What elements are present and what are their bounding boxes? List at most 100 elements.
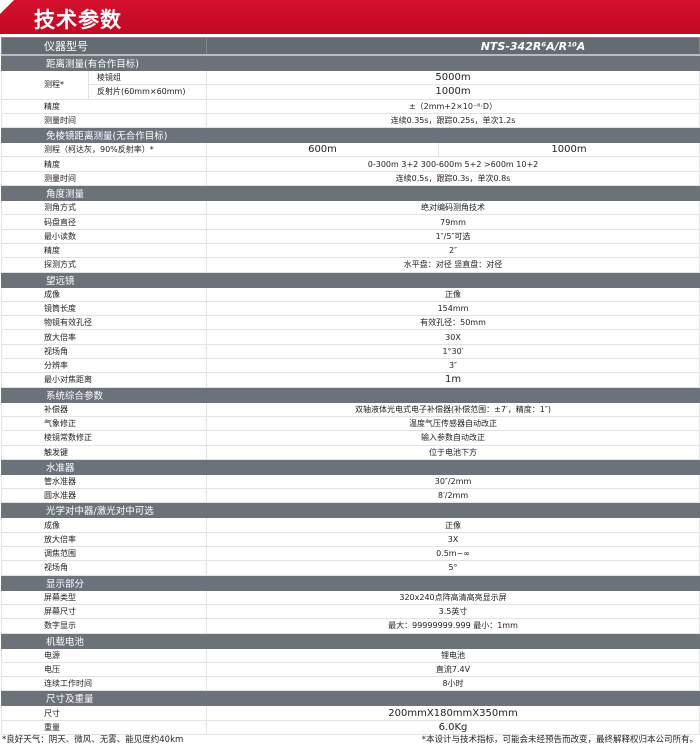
spec-row: 成像 正像 — [1, 517, 700, 533]
spec-label: 管水准器 — [1, 473, 207, 490]
spec-value: 5° — [205, 560, 700, 576]
model-name: NTS-342R⁶A/R¹⁰A — [205, 37, 700, 56]
spec-value: 最大：99999999.999 最小：1mm — [205, 618, 700, 634]
section-header: 距离测量(有合作目标) — [0, 54, 700, 71]
section-header: 光学对中器/激光对中可选 — [0, 502, 700, 519]
weather-note: *良好天气：阴天、微风、无雾、能见度约40km — [2, 735, 184, 745]
spec-value: 正像 — [205, 517, 700, 533]
spec-value: 3″ — [205, 358, 700, 374]
spec-label: 成像 — [1, 517, 207, 533]
spec-label: 成像 — [1, 286, 207, 302]
spec-label: 视场角 — [1, 343, 207, 360]
spec-row: 测程（柯达灰，90%反射率）* 600m 1000m — [1, 142, 700, 158]
spec-value: 320x240点阵高清高亮显示屏 — [205, 589, 700, 605]
spec-row: 分辨率 3″ — [1, 358, 700, 374]
spec-row: 电源 锂电池 — [1, 647, 700, 663]
model-label: 仪器型号 — [1, 37, 207, 56]
spec-value: 直流7.4V — [205, 661, 700, 678]
spec-row: 补偿器 双轴液体光电式电子补偿器(补偿范围：±7′，精度：1″) — [1, 401, 700, 417]
spec-label: 测程* — [1, 70, 89, 100]
spec-value: 8′/2mm — [205, 488, 700, 504]
spec-label: 码盘直径 — [1, 214, 207, 230]
spec-value: 3X — [205, 531, 700, 548]
spec-value: 1000m — [437, 142, 700, 158]
spec-label: 镜筒长度 — [1, 300, 207, 317]
spec-value: 双轴液体光电式电子补偿器(补偿范围：±7′，精度：1″) — [205, 401, 700, 417]
spec-row: 视场角 1°30′ — [1, 343, 700, 360]
spec-row: 精度 0-300m 3+2 300-600m 5+2 >600m 10+2 — [1, 156, 700, 172]
section-title: 显示部分 — [0, 574, 700, 591]
section-title: 望远镜 — [0, 271, 700, 288]
spec-label: 数字显示 — [1, 618, 207, 634]
spec-row: 数字显示 最大：99999999.999 最小：1mm — [1, 618, 700, 634]
spec-value: 温度气压传感器自动改正 — [205, 415, 700, 432]
spec-label: 最小读数 — [1, 228, 207, 244]
section-header: 尺寸及重量 — [0, 690, 700, 707]
spec-row: 成像 正像 — [1, 286, 700, 302]
spec-label: 精度 — [1, 156, 207, 172]
spec-label: 测量时间 — [1, 112, 207, 129]
spec-row: 探测方式 水平盘：对径 竖直盘：对径 — [1, 257, 700, 273]
section-header: 免棱镜距离测量(无合作目标) — [0, 127, 700, 144]
spec-label: 圆水准器 — [1, 488, 207, 504]
spec-label: 精度 — [1, 242, 207, 259]
spec-row: 反射片(60mm×60mm) 1000m — [2, 84, 700, 100]
model-header-row: 仪器型号 NTS-342R⁶A/R¹⁰A — [1, 37, 700, 56]
spec-label: 补偿器 — [1, 401, 207, 417]
spec-row: 圆水准器 8′/2mm — [1, 488, 700, 504]
section-header: 望远镜 — [0, 271, 700, 288]
section-header: 机载电池 — [0, 632, 700, 649]
spec-value: 位于电池下方 — [205, 444, 700, 460]
spec-label: 探测方式 — [1, 257, 207, 273]
spec-value: 0-300m 3+2 300-600m 5+2 >600m 10+2 — [205, 156, 700, 172]
section-header: 系统综合参数 — [0, 386, 700, 403]
page-title: 技术参数 — [34, 8, 122, 32]
spec-value: 1°30′ — [205, 343, 700, 360]
spec-label: 调焦范围 — [1, 546, 207, 562]
spec-row: 测程* 棱镜组 5000m — [1, 69, 700, 100]
section-header: 角度测量 — [0, 185, 700, 202]
spec-label: 气象修正 — [1, 415, 207, 432]
spec-label: 电压 — [1, 661, 207, 678]
spec-row: 放大倍率 30X — [1, 329, 700, 345]
spec-value: 水平盘：对径 竖直盘：对径 — [205, 257, 700, 273]
spec-label: 棱镜常数修正 — [1, 430, 207, 446]
spec-row: 棱镜常数修正 输入参数自动改正 — [1, 430, 700, 446]
spec-label: 精度 — [1, 98, 207, 114]
spec-value: 600m — [206, 142, 439, 158]
spec-value: 锂电池 — [205, 647, 700, 663]
spec-value: 200mmX180mmX350mm — [205, 705, 700, 721]
spec-value: 1m — [205, 372, 700, 388]
spec-value: 1″/5″可选 — [205, 228, 700, 244]
spec-row: 调焦范围 0.5m~∞ — [1, 546, 700, 562]
section-header: 水准器 — [0, 458, 700, 475]
spec-value: 绝对编码测角技术 — [205, 200, 700, 216]
section-title: 水准器 — [0, 458, 700, 475]
section-title: 免棱镜距离测量(无合作目标) — [0, 127, 700, 144]
section-header: 显示部分 — [0, 574, 700, 591]
spec-label: 分辨率 — [1, 358, 207, 374]
spec-value: 79mm — [205, 214, 700, 230]
spec-value: 3.5英寸 — [205, 603, 700, 620]
spec-row: 尺寸 200mmX180mmX350mm — [1, 705, 700, 721]
spec-row: 镜筒长度 154mm — [1, 300, 700, 317]
spec-row: 重量 6.0Kg — [1, 719, 700, 735]
spec-row: 物镜有效孔径 有效孔径：50mm — [1, 315, 700, 331]
spec-label: 连续工作时间 — [1, 676, 207, 692]
spec-row: 屏幕尺寸 3.5英寸 — [1, 603, 700, 620]
spec-row: 触发键 位于电池下方 — [1, 444, 700, 460]
spec-row: 测量时间 连续0.35s，跟踪0.25s，单次1.2s — [1, 112, 700, 129]
spec-row: 连续工作时间 8小时 — [1, 676, 700, 692]
spec-label: 测程（柯达灰，90%反射率）* — [1, 142, 207, 158]
spec-value: ±（2mm+2×10⁻⁶·D） — [205, 98, 700, 114]
spec-row: 放大倍率 3X — [1, 531, 700, 548]
spec-sublabel: 反射片(60mm×60mm) — [88, 84, 207, 100]
section-title: 机载电池 — [0, 632, 700, 649]
spec-label: 重量 — [1, 719, 207, 735]
spec-label: 物镜有效孔径 — [1, 315, 207, 331]
spec-value: 1000m — [205, 84, 700, 100]
spec-row: 屏幕类型 320x240点阵高清高亮显示屏 — [1, 589, 700, 605]
spec-sublabel: 棱镜组 — [88, 69, 207, 86]
section-title: 光学对中器/激光对中可选 — [0, 502, 700, 519]
spec-value: 6.0Kg — [205, 719, 700, 735]
